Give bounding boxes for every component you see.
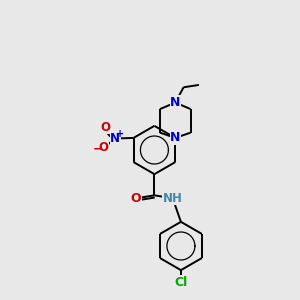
Text: O: O [98,141,109,154]
Text: N: N [170,131,181,144]
Text: NH: NH [163,192,183,205]
Text: +: + [116,128,124,139]
Text: O: O [131,192,142,205]
Text: Cl: Cl [174,276,188,289]
Text: −: − [93,143,104,156]
Text: N: N [110,132,120,145]
Text: O: O [100,121,110,134]
Text: N: N [170,96,181,109]
